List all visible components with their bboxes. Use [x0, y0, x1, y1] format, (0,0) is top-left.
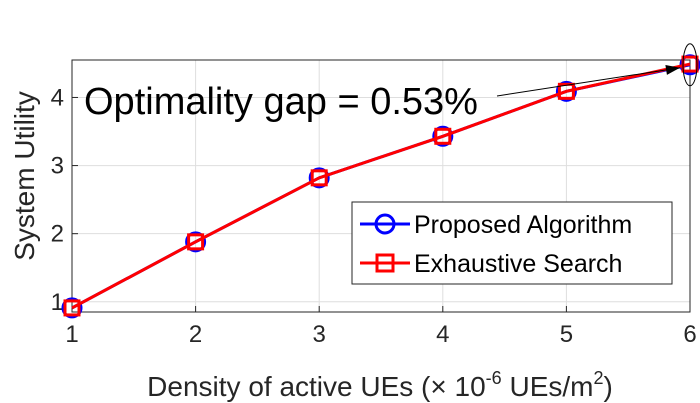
data-point-square: [557, 82, 575, 100]
legend: Proposed Algorithm Exhaustive Search: [351, 201, 673, 285]
y-axis-label: System Utility: [9, 91, 40, 261]
x-axis-label-exponent: -6: [486, 368, 502, 388]
x-tick-label: 6: [683, 321, 696, 348]
y-tick-label: 2: [51, 221, 64, 248]
x-tick-label: 4: [436, 321, 449, 348]
y-tick-label: 4: [51, 84, 64, 111]
annotation-arrow: [496, 67, 681, 97]
series-layer: [61, 54, 700, 319]
data-point-circle: [308, 167, 330, 189]
data-point-circle: [432, 125, 454, 147]
legend-box: [351, 201, 673, 285]
data-point-circle: [555, 80, 577, 102]
plot-area-frame: [71, 59, 691, 313]
legend-marker-exhaustive: [375, 253, 395, 273]
x-tick-label: 1: [65, 321, 78, 348]
x-axis-label-times: ×: [430, 371, 446, 402]
legend-marker-proposed: [374, 213, 396, 235]
y-tick-label: 1: [51, 289, 64, 316]
x-axis-label-ten: 10: [447, 371, 486, 402]
x-axis-label-close: ): [603, 371, 612, 402]
annotation-arrow-head: [665, 64, 680, 75]
data-point-square: [187, 233, 205, 251]
x-tick-label: 2: [189, 321, 202, 348]
x-axis-label-units: UEs/m: [502, 371, 594, 402]
y-tick-label: 3: [51, 153, 64, 180]
data-point-square: [63, 299, 81, 317]
data-point-square: [434, 127, 452, 145]
legend-label-exhaustive: Exhaustive Search: [414, 250, 622, 278]
annotation-ellipse: [682, 43, 698, 87]
legend-label-proposed: Proposed Algorithm: [414, 211, 632, 239]
x-tick-label: 5: [560, 321, 573, 348]
data-point-square: [310, 169, 328, 187]
x-axis-label-units-exponent: 2: [593, 368, 603, 388]
data-point-circle: [61, 297, 83, 319]
series-line: [71, 62, 691, 310]
x-axis-label: Density of active UEs (× 10-6 UEs/m2): [147, 368, 613, 402]
x-axis-label-main: Density of active UEs (: [147, 371, 431, 402]
axis-ticks: 1 2 3 4 5 6 1 2 3 4: [51, 84, 697, 348]
data-point-circle: [185, 231, 207, 253]
x-tick-label: 3: [313, 321, 326, 348]
annotation-text: Optimality gap = 0.53%: [84, 81, 478, 123]
